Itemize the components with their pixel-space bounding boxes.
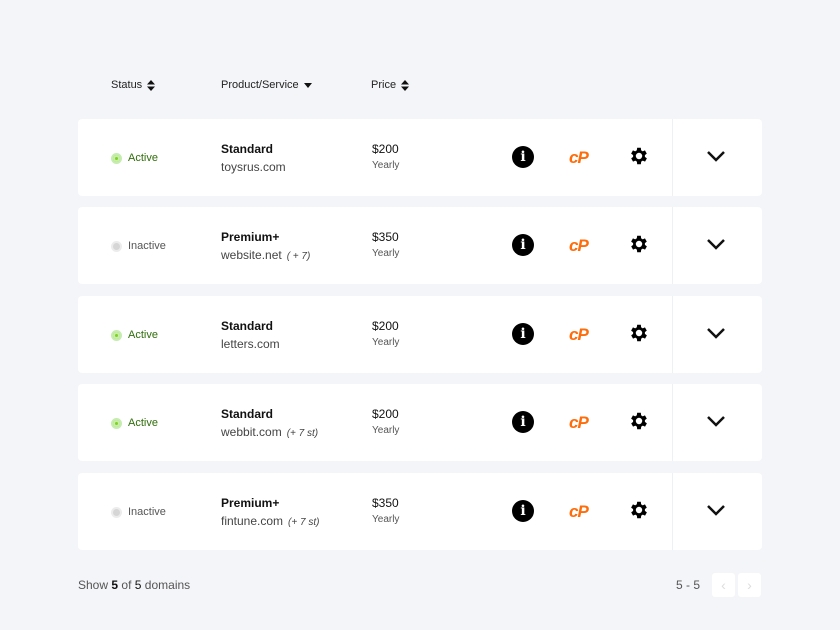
sort-icon [147, 79, 156, 91]
table-row: Active Standard letters.com $200 Yearly i … [78, 296, 762, 373]
cpanel-icon[interactable]: cP [569, 502, 589, 521]
billing-period: Yearly [372, 248, 400, 259]
extra-domains: (+ 7 st) [286, 428, 319, 439]
gear-icon[interactable] [628, 145, 650, 172]
info-icon[interactable]: i [512, 323, 534, 345]
sort-icon [401, 79, 410, 91]
price-amount: $350 [372, 230, 399, 244]
status-dot-icon [111, 240, 122, 252]
divider [672, 473, 673, 550]
status-badge: Active [111, 152, 158, 164]
price-amount: $200 [372, 319, 399, 333]
prev-page-button[interactable]: ‹ [712, 573, 735, 597]
billing-period: Yearly [372, 514, 400, 525]
chevron-down-icon[interactable] [706, 414, 726, 432]
cpanel-icon[interactable]: cP [569, 148, 589, 167]
product-name: Standard [221, 407, 274, 421]
gear-icon[interactable] [628, 322, 650, 349]
info-icon[interactable]: i [512, 500, 534, 522]
info-icon[interactable]: i [512, 234, 534, 256]
status-badge: Inactive [111, 240, 166, 252]
divider [672, 119, 673, 196]
gear-icon[interactable] [628, 499, 650, 526]
product-name: Standard [221, 142, 274, 156]
cpanel-icon[interactable]: cP [569, 236, 589, 255]
chevron-down-icon[interactable] [706, 149, 726, 167]
cpanel-icon[interactable]: cP [569, 325, 589, 344]
domain-link[interactable]: webbit.com [221, 425, 282, 439]
domain-link[interactable]: letters.com [221, 337, 280, 351]
caret-down-icon [303, 82, 312, 88]
status-dot-icon [111, 152, 122, 164]
status-dot-icon [111, 417, 122, 429]
domain-link[interactable]: fintune.com [221, 514, 284, 528]
results-summary: Show 5 of 5 domains [78, 578, 191, 592]
page-range: 5 - 5 [676, 578, 701, 592]
chevron-down-icon[interactable] [706, 326, 726, 344]
sort-product[interactable]: Product/Service [221, 79, 312, 91]
status-badge: Active [111, 417, 158, 429]
domain-link[interactable]: toysrus.com [221, 160, 286, 174]
divider [672, 207, 673, 284]
table-row: Active Standard webbit.com (+ 7 st) $200 Ye… [78, 384, 762, 461]
table-row: Active Standard toysrus.com $200 Yearly i … [78, 119, 762, 196]
product-header: Product/Service [221, 79, 299, 91]
price-amount: $200 [372, 407, 399, 421]
price-header: Price [371, 79, 397, 91]
product-name: Premium+ [221, 230, 280, 244]
status-badge: Inactive [111, 506, 166, 518]
status-header: Status [111, 79, 143, 91]
sort-price[interactable]: Price [371, 79, 410, 91]
cpanel-icon[interactable]: cP [569, 413, 589, 432]
price-amount: $350 [372, 496, 399, 510]
price-amount: $200 [372, 142, 399, 156]
gear-icon[interactable] [628, 410, 650, 437]
billing-period: Yearly [372, 160, 400, 171]
status-dot-icon [111, 506, 122, 518]
extra-domains: (+ 7 st) [288, 517, 320, 528]
sort-status[interactable]: Status [111, 79, 156, 91]
info-icon[interactable]: i [512, 146, 534, 168]
extra-domains: ( + 7) [286, 251, 311, 262]
table-row: Inactive Premium+ website.net ( + 7) $350 Y… [78, 207, 762, 284]
status-badge: Active [111, 329, 158, 341]
divider [672, 384, 673, 461]
info-icon[interactable]: i [512, 411, 534, 433]
table-row: Inactive Premium+ fintune.com (+ 7 st) $35… [78, 473, 762, 550]
gear-icon[interactable] [628, 233, 650, 260]
divider [672, 296, 673, 373]
domain-link[interactable]: website.net [221, 248, 282, 262]
status-dot-icon [111, 329, 122, 341]
product-name: Standard [221, 319, 274, 333]
billing-period: Yearly [372, 337, 400, 348]
next-page-button[interactable]: › [738, 573, 761, 597]
billing-period: Yearly [372, 425, 400, 436]
chevron-down-icon[interactable] [706, 237, 726, 255]
chevron-down-icon[interactable] [706, 503, 726, 521]
product-name: Premium+ [221, 496, 280, 510]
